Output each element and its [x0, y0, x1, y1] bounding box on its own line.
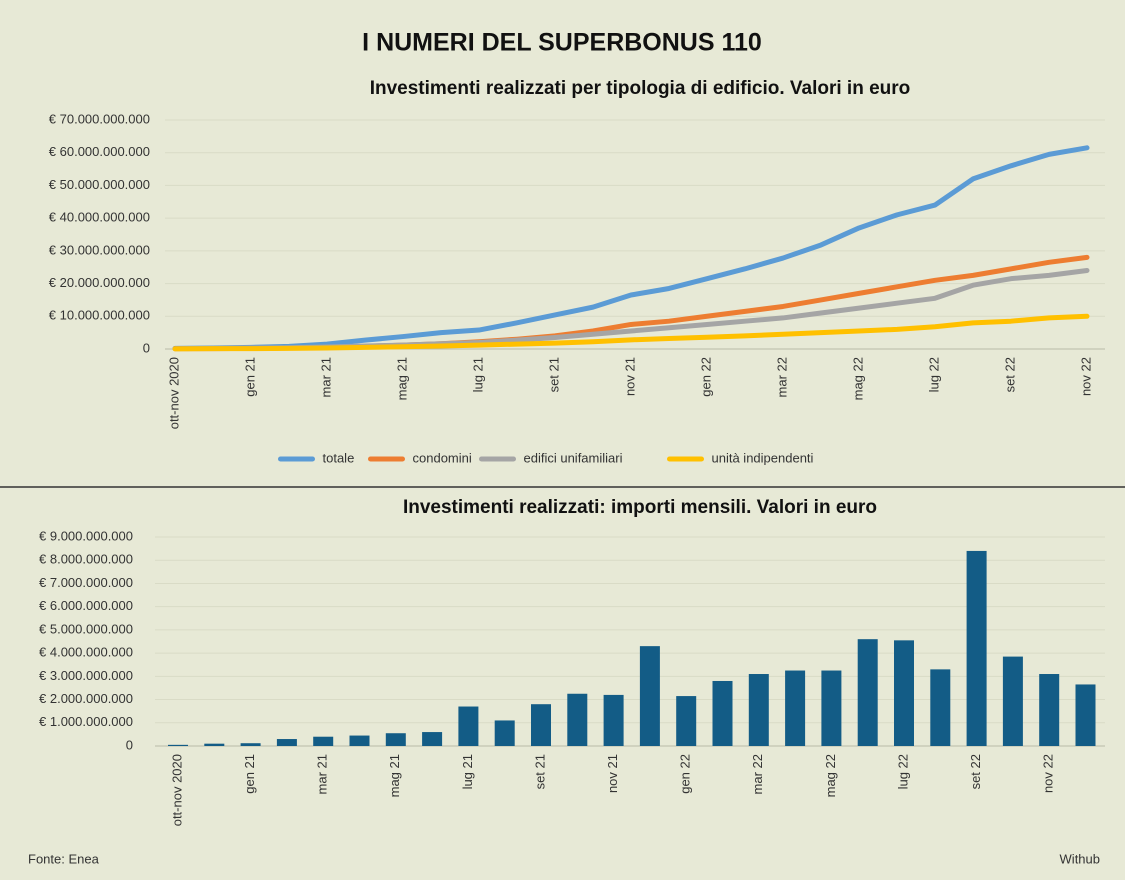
bar [1075, 684, 1096, 746]
y-tick-label: € 5.000.000.000 [39, 621, 133, 636]
x-tick-label: set 21 [546, 357, 561, 392]
x-tick-label: nov 21 [605, 754, 620, 793]
bar [567, 693, 588, 746]
x-tick-label: mag 21 [394, 357, 409, 400]
bar [531, 704, 551, 746]
y-tick-label: € 10.000.000.000 [49, 308, 150, 323]
bar [422, 732, 443, 746]
y-tick-label: 0 [143, 340, 150, 355]
bar [240, 743, 261, 746]
bar [349, 735, 370, 746]
x-tick-label: lug 22 [926, 357, 941, 392]
x-tick-label: mar 22 [750, 754, 765, 794]
legend-label: unità indipendenti [712, 450, 814, 465]
y-tick-label: € 40.000.000.000 [49, 210, 150, 225]
x-tick-label: mag 22 [850, 357, 865, 400]
bar [204, 743, 225, 746]
bar [1039, 674, 1060, 746]
bar [385, 733, 406, 746]
legend-label: condomini [413, 450, 472, 465]
y-tick-label: € 2.000.000.000 [39, 691, 133, 706]
credit: Withub [1060, 851, 1100, 866]
y-tick-label: € 60.000.000.000 [49, 144, 150, 159]
x-tick-label: lug 21 [470, 357, 485, 392]
x-tick-label: ott-nov 2020 [166, 357, 181, 429]
bar [313, 736, 334, 746]
chart-title: Investimenti realizzati: importi mensili… [403, 497, 877, 518]
bar [276, 739, 297, 746]
x-tick-label: gen 22 [678, 754, 693, 794]
bar [458, 706, 479, 746]
x-tick-label: mar 22 [774, 357, 789, 397]
y-tick-label: € 50.000.000.000 [49, 177, 150, 192]
main-title: I NUMERI DEL SUPERBONUS 110 [362, 29, 762, 57]
series-line [172, 313, 1090, 352]
bar [894, 640, 914, 746]
bar [603, 694, 624, 746]
x-tick-label: mag 22 [823, 754, 838, 797]
bar [857, 639, 878, 746]
bar [1002, 656, 1023, 746]
y-tick-label: € 6.000.000.000 [39, 598, 133, 613]
bar [930, 669, 951, 746]
bar [785, 670, 806, 746]
y-tick-label: € 30.000.000.000 [49, 242, 150, 257]
y-tick-label: € 20.000.000.000 [49, 275, 150, 290]
x-tick-label: nov 22 [1041, 754, 1056, 793]
bar [168, 744, 188, 746]
x-tick-label: lug 22 [895, 754, 910, 789]
bar [494, 720, 515, 746]
y-tick-label: 0 [126, 737, 133, 752]
x-tick-label: gen 21 [242, 357, 257, 397]
y-tick-label: € 70.000.000.000 [49, 111, 150, 126]
x-tick-label: set 21 [532, 754, 547, 789]
bar [676, 696, 697, 746]
x-tick-label: mag 21 [387, 754, 402, 797]
x-tick-label: set 22 [968, 754, 983, 789]
chart-title: Investimenti realizzati per tipologia di… [370, 78, 911, 99]
x-tick-label: ott-nov 2020 [169, 754, 184, 826]
bar [966, 550, 987, 746]
x-tick-label: set 22 [1002, 357, 1017, 392]
y-tick-label: € 3.000.000.000 [39, 668, 133, 683]
x-tick-label: lug 21 [460, 754, 475, 789]
bar [748, 674, 769, 746]
series-line [172, 254, 1090, 352]
source: Fonte: Enea [28, 851, 100, 866]
x-tick-label: mar 21 [318, 357, 333, 397]
y-tick-label: € 4.000.000.000 [39, 645, 133, 660]
x-tick-label: gen 21 [242, 754, 257, 794]
series-line [172, 267, 1090, 352]
x-tick-label: nov 22 [1078, 357, 1093, 396]
bar [639, 646, 660, 746]
legend-label: edifici unifamiliari [524, 450, 623, 465]
bar [821, 670, 842, 746]
y-tick-label: € 1.000.000.000 [39, 714, 133, 729]
series-line [172, 145, 1090, 351]
legend-label: totale [323, 450, 355, 465]
x-tick-label: gen 22 [698, 357, 713, 397]
x-tick-label: mar 21 [315, 754, 330, 794]
y-tick-label: € 8.000.000.000 [39, 552, 133, 567]
x-tick-label: nov 21 [622, 357, 637, 396]
y-tick-label: € 7.000.000.000 [39, 575, 133, 590]
bar [712, 680, 733, 746]
y-tick-label: € 9.000.000.000 [39, 528, 133, 543]
